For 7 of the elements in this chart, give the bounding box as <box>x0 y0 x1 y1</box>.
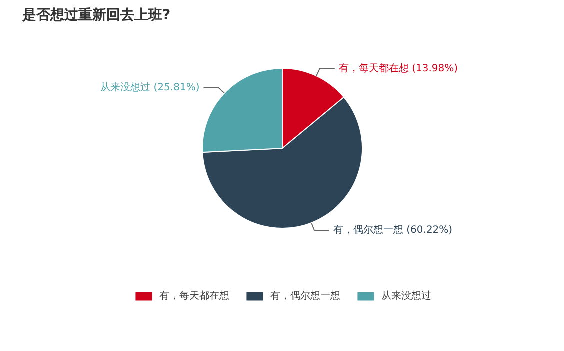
data-label: 从来没想过 (25.81%) <box>100 81 200 94</box>
data-label: 有，每天都在想 (13.98%) <box>338 62 458 74</box>
data-label: 有，偶尔想一想 (60.22%) <box>333 224 453 236</box>
legend-label: 有，每天都在想 <box>160 290 230 303</box>
legend-label: 从来没想过 <box>382 290 432 303</box>
chart-title: 是否想过重新回去上班? <box>22 6 171 24</box>
legend-label: 有，偶尔想一想 <box>270 290 340 303</box>
